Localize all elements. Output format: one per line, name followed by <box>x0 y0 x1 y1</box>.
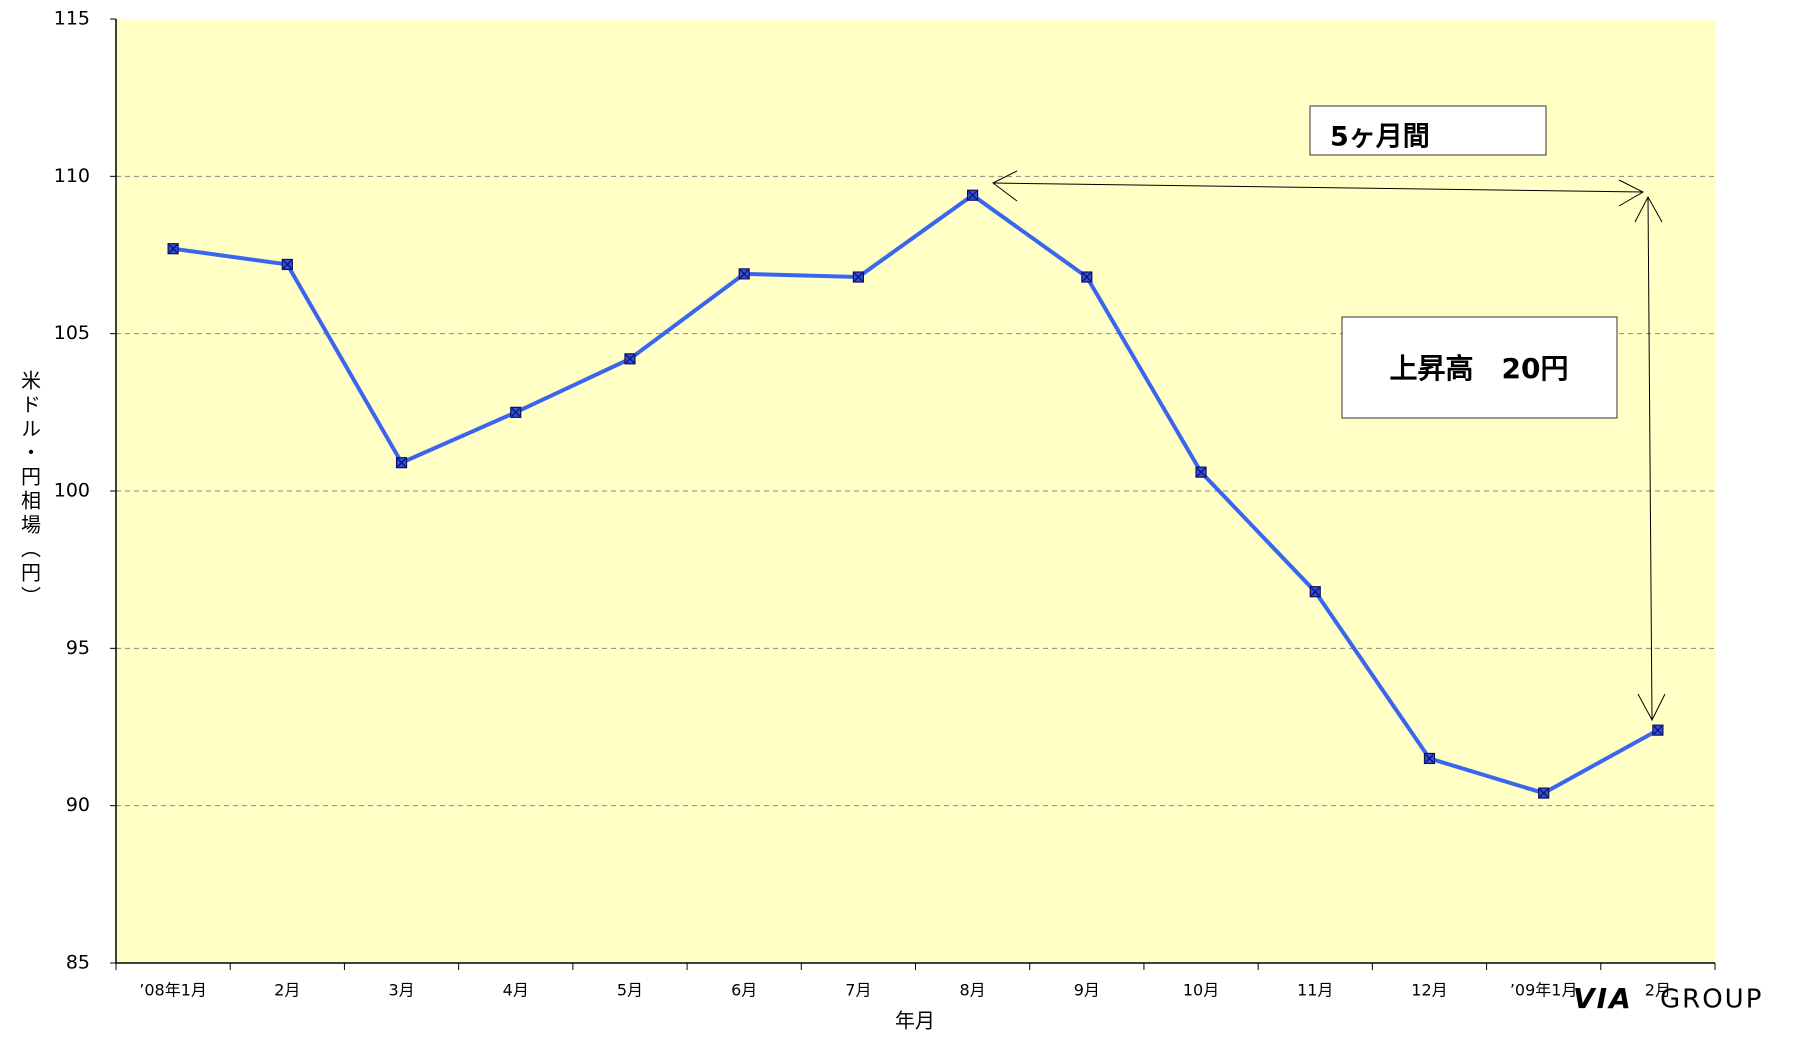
marker-cross <box>1196 467 1206 477</box>
y-tick-label: 90 <box>66 794 90 816</box>
x-tick-label: 4月 <box>503 981 529 1000</box>
x-tick-label: 11月 <box>1297 981 1333 1000</box>
marker-cross <box>282 260 292 269</box>
logo-mark: VIA <box>1573 982 1633 1015</box>
x-tick-label: 6月 <box>731 981 757 1000</box>
x-tick-label: 2月 <box>1645 981 1671 1000</box>
y-tick-label: 100 <box>54 480 90 502</box>
x-axis-label: 年月 <box>895 1009 935 1033</box>
rise-arrow <box>1647 196 1653 721</box>
marker-cross <box>1539 788 1549 798</box>
annotation-box <box>1341 316 1618 419</box>
marker <box>395 457 408 469</box>
arrows <box>992 170 1666 722</box>
logo-text: GROUP <box>1660 985 1763 1015</box>
marker <box>1309 586 1321 598</box>
annotation-box <box>1309 105 1547 156</box>
x-tick-label: 7月 <box>845 981 871 1000</box>
marker-cross <box>1082 272 1092 282</box>
marker <box>852 271 864 283</box>
x-tick-label: ’08年1月 <box>139 981 207 1000</box>
marker-cross <box>1310 587 1320 597</box>
arrow-head <box>1634 195 1663 223</box>
span-arrow <box>992 182 1644 193</box>
marker <box>167 243 179 255</box>
marker-cross <box>1425 754 1434 763</box>
x-tick-label: 10月 <box>1183 981 1219 1000</box>
y-axis-label: 米ドル・円相場（円） <box>18 370 42 610</box>
marker <box>1195 466 1207 478</box>
marker-cross <box>968 190 978 200</box>
x-tick-label: 8月 <box>960 981 986 1000</box>
annotation: 5ヶ月間 <box>1330 122 1430 153</box>
marker <box>1652 724 1664 736</box>
y-tick-label: 85 <box>66 952 90 974</box>
marker-cross <box>739 269 749 279</box>
y-tick-label: 115 <box>54 8 90 30</box>
marker <box>510 406 522 418</box>
marker <box>967 189 979 201</box>
marker <box>738 268 750 280</box>
marker <box>624 353 636 365</box>
marker-cross <box>397 458 406 468</box>
arrow-head <box>1637 693 1666 722</box>
marker-cross <box>1653 725 1663 735</box>
arrow-head <box>1618 179 1645 207</box>
x-tick-label: ’09年1月 <box>1510 981 1578 1000</box>
y-tick-label: 105 <box>54 322 90 344</box>
marker-cross <box>168 244 178 254</box>
x-tick-label: 12月 <box>1411 981 1447 1000</box>
arrow-head <box>992 170 1018 202</box>
x-tick-label: 3月 <box>388 981 414 1000</box>
marker-cross <box>511 407 521 417</box>
marker <box>1081 271 1093 283</box>
series-line <box>172 192 1659 796</box>
x-tick-label: 2月 <box>274 981 300 1000</box>
y-tick-label: 110 <box>54 165 90 187</box>
marker <box>281 258 293 271</box>
marker <box>1538 787 1550 799</box>
annotation: 上昇高 20円 <box>1390 352 1569 385</box>
x-tick-label: 5月 <box>617 981 643 1000</box>
marker-cross <box>625 354 635 364</box>
marker <box>1423 752 1436 765</box>
marker-cross <box>853 272 863 282</box>
y-tick-label: 95 <box>66 637 90 659</box>
x-tick-label: 9月 <box>1074 981 1100 1000</box>
